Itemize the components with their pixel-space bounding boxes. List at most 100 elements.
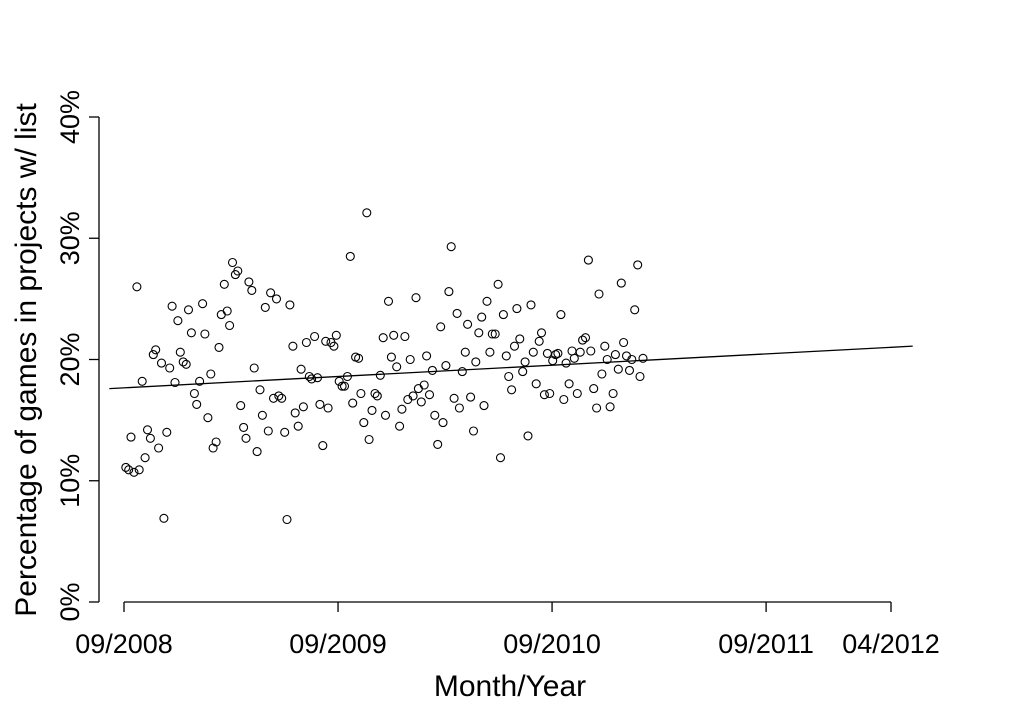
data-point xyxy=(307,374,317,384)
data-point xyxy=(460,347,470,357)
data-point xyxy=(345,251,355,261)
data-point xyxy=(354,353,364,363)
data-point xyxy=(534,336,544,346)
data-point xyxy=(364,434,374,445)
x-tick-label: 09/2011 xyxy=(718,629,814,659)
data-point xyxy=(583,255,593,265)
data-point xyxy=(493,279,503,289)
data-point xyxy=(474,328,484,338)
data-point xyxy=(413,384,423,394)
data-point xyxy=(315,399,325,409)
data-point xyxy=(512,304,522,314)
data-point xyxy=(608,388,618,399)
data-point xyxy=(121,462,131,472)
data-point xyxy=(466,392,476,402)
data-point xyxy=(507,385,517,395)
data-point xyxy=(301,337,311,348)
data-point xyxy=(170,377,180,388)
data-point xyxy=(392,362,402,372)
data-point xyxy=(477,312,487,322)
data-point xyxy=(244,277,254,287)
data-point xyxy=(572,388,582,399)
data-point xyxy=(372,391,382,401)
data-point xyxy=(495,453,506,463)
data-point xyxy=(367,405,377,415)
data-point xyxy=(501,351,511,361)
data-point xyxy=(433,439,443,449)
data-point xyxy=(134,465,144,475)
data-point xyxy=(233,266,243,276)
data-point xyxy=(471,357,481,367)
data-point xyxy=(638,353,648,363)
data-point xyxy=(528,347,538,357)
data-point xyxy=(602,354,612,365)
data-point xyxy=(498,310,508,320)
y-tick-label: 30% xyxy=(55,211,85,265)
data-point xyxy=(438,418,448,428)
data-point xyxy=(206,369,216,379)
data-point xyxy=(225,320,235,331)
data-point xyxy=(427,365,437,375)
data-point xyxy=(592,403,602,413)
data-point xyxy=(378,333,388,343)
data-point xyxy=(449,393,459,403)
data-point xyxy=(271,294,282,304)
trend-line xyxy=(109,345,913,390)
data-point xyxy=(175,347,185,357)
data-point xyxy=(575,347,585,357)
data-point xyxy=(523,431,533,441)
data-point xyxy=(181,359,191,369)
data-point xyxy=(597,369,607,379)
data-point xyxy=(203,413,213,423)
data-point xyxy=(408,391,418,401)
data-point xyxy=(304,371,314,382)
data-point xyxy=(252,447,262,457)
data-point xyxy=(553,348,563,358)
data-point xyxy=(635,371,645,382)
data-point xyxy=(362,208,372,218)
data-point xyxy=(536,328,547,338)
data-point xyxy=(216,310,226,320)
data-point xyxy=(383,296,394,306)
y-tick-label: 0% xyxy=(55,582,85,621)
data-point xyxy=(334,376,344,386)
data-point xyxy=(380,410,391,420)
data-point xyxy=(124,465,134,475)
data-point xyxy=(162,427,172,437)
data-point xyxy=(189,388,199,399)
data-point xyxy=(159,513,169,523)
data-point xyxy=(359,418,369,428)
data-point xyxy=(211,437,221,447)
data-point xyxy=(277,393,287,403)
data-point xyxy=(561,358,571,368)
data-point xyxy=(148,350,158,360)
data-point xyxy=(208,443,218,453)
data-point xyxy=(227,257,238,268)
data-point xyxy=(518,367,528,377)
data-point xyxy=(616,278,626,288)
data-point xyxy=(542,348,552,358)
data-point xyxy=(288,341,298,351)
x-axis-title: Month/Year xyxy=(434,670,586,703)
data-point xyxy=(613,364,623,374)
data-point xyxy=(257,410,267,420)
data-point xyxy=(520,357,530,367)
data-point xyxy=(178,357,188,367)
data-point xyxy=(559,394,569,405)
x-axis: 09/2008 09/2009 09/2010 09/2011 04/2012 xyxy=(75,601,940,659)
data-point xyxy=(454,403,464,413)
data-point xyxy=(630,305,640,315)
data-point xyxy=(600,341,610,351)
data-point xyxy=(255,385,265,395)
data-point xyxy=(531,379,541,389)
y-tick-label: 10% xyxy=(55,454,85,508)
data-point xyxy=(397,404,407,414)
x-tick-label: 04/2012 xyxy=(842,629,940,659)
data-point xyxy=(156,358,167,368)
data-point xyxy=(436,322,446,332)
data-point xyxy=(482,296,492,306)
data-point xyxy=(564,379,574,389)
data-point xyxy=(318,441,328,451)
data-point xyxy=(504,371,514,382)
data-point xyxy=(183,305,194,315)
